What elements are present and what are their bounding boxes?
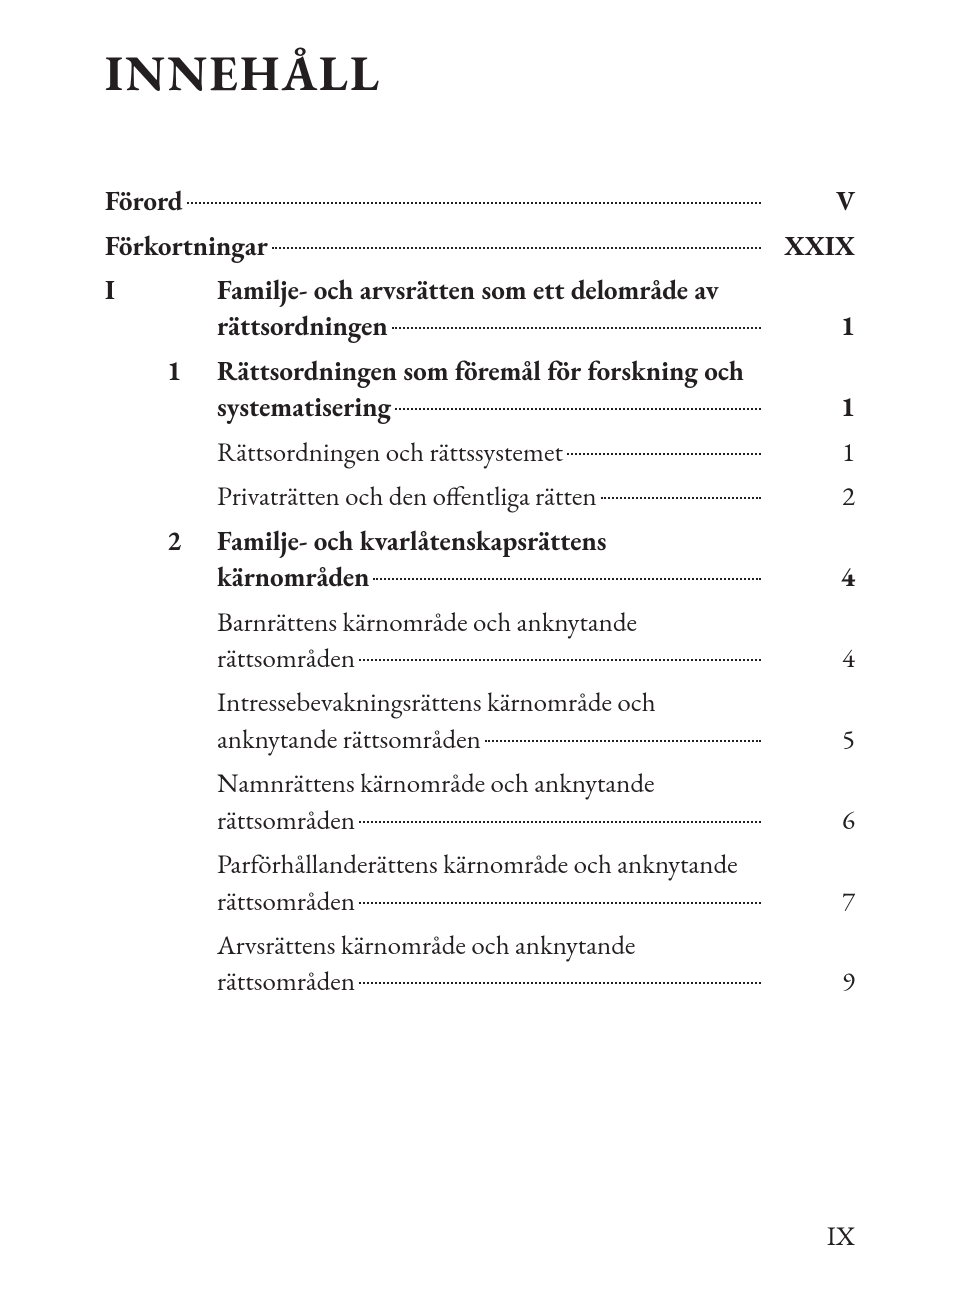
toc-top-entries: Förord V Förkortningar XXIX xyxy=(105,184,855,265)
toc-entry-page: V xyxy=(765,184,855,220)
toc-entry-label: Familje- och kvarlåtenskapsrättens xyxy=(217,524,607,560)
toc-entry: Parförhållanderättens kärnområde och ank… xyxy=(105,847,855,920)
toc-entry: Rättsordningen och rättssystemet 1 xyxy=(105,435,855,471)
toc-entry-label: rättsområden xyxy=(217,641,355,677)
toc-entry-page: 4 xyxy=(765,560,855,596)
toc-entry-page: 6 xyxy=(765,803,855,839)
page-footer-number: IX xyxy=(827,1219,855,1255)
toc-entry-label: kärnområden xyxy=(217,560,369,596)
toc-chapter-number: I xyxy=(105,273,167,309)
toc-top-entry: Förkortningar XXIX xyxy=(105,229,855,265)
toc-entry-label: Rättsordningen som föremål för forskning… xyxy=(217,354,744,390)
toc-entry-label: anknytande rättsområden xyxy=(217,722,481,758)
toc-entry-label: Arvsrättens kärnområde och anknytande xyxy=(217,928,635,964)
toc-entry: Barnrättens kärnområde och anknytanderät… xyxy=(105,605,855,678)
toc-entry-label: rättsområden xyxy=(217,884,355,920)
toc-entry-label: rättsområden xyxy=(217,964,355,1000)
toc-leader xyxy=(485,740,761,742)
toc-entry-label: rättsordningen xyxy=(217,309,388,345)
toc-heading: INNEHÅLL xyxy=(105,40,855,106)
toc-top-entry: Förord V xyxy=(105,184,855,220)
toc-entry-page: XXIX xyxy=(765,229,855,265)
toc-entry-page: 1 xyxy=(765,390,855,426)
toc-entry-page: 2 xyxy=(765,479,855,515)
toc-entry-page: 9 xyxy=(765,964,855,1000)
toc-entry: 1Rättsordningen som föremål för forsknin… xyxy=(105,354,855,427)
toc-entry-label: systematisering xyxy=(217,390,391,426)
toc-leader xyxy=(395,408,761,410)
toc-entry-label: Namnrättens kärnområde och anknytande xyxy=(217,766,655,802)
toc-entry-page: 5 xyxy=(765,722,855,758)
toc-entry: I Familje- och arvsrätten som ett delområ… xyxy=(105,273,855,346)
toc-leader xyxy=(601,497,761,499)
toc-entry-label: Intressebevakningsrättens kärnområde och xyxy=(217,685,656,721)
toc-entry-label: Förord xyxy=(105,184,183,220)
toc-entry-label: Privaträtten och den offentliga rätten xyxy=(217,479,597,515)
toc-leader xyxy=(359,982,761,984)
toc-leader xyxy=(567,453,761,455)
toc-entry: Privaträtten och den offentliga rätten 2 xyxy=(105,479,855,515)
toc-entry-label: Parförhållanderättens kärnområde och ank… xyxy=(217,847,738,883)
toc-main-entries: I Familje- och arvsrätten som ett delområ… xyxy=(105,273,855,1001)
toc-section-number: 1 xyxy=(167,354,217,390)
toc-entry: Namnrättens kärnområde och anknytanderät… xyxy=(105,766,855,839)
toc-entry-page: 4 xyxy=(765,641,855,677)
toc-leader xyxy=(272,247,761,249)
toc-entry: 2Familje- och kvarlåtenskapsrättenskärno… xyxy=(105,524,855,597)
toc-leader xyxy=(359,902,761,904)
toc-entry-label: Barnrättens kärnområde och anknytande xyxy=(217,605,637,641)
toc-entry: Arvsrättens kärnområde och anknytanderät… xyxy=(105,928,855,1001)
toc-entry-page: 1 xyxy=(765,309,855,345)
toc-entry-label: Rättsordningen och rättssystemet xyxy=(217,435,563,471)
toc-leader xyxy=(373,578,761,580)
toc-leader xyxy=(359,659,761,661)
toc-leader xyxy=(392,327,761,329)
toc-entry-label: rättsområden xyxy=(217,803,355,839)
toc-entry-page: 7 xyxy=(765,884,855,920)
toc-entry-page: 1 xyxy=(765,435,855,471)
toc-entry-label: Förkortningar xyxy=(105,229,268,265)
toc-leader xyxy=(359,821,761,823)
toc-entry-label: Familje- och arvsrätten som ett delområd… xyxy=(217,273,719,309)
toc-section-number: 2 xyxy=(167,524,217,560)
toc-entry: Intressebevakningsrättens kärnområde och… xyxy=(105,685,855,758)
toc-leader xyxy=(187,202,761,204)
